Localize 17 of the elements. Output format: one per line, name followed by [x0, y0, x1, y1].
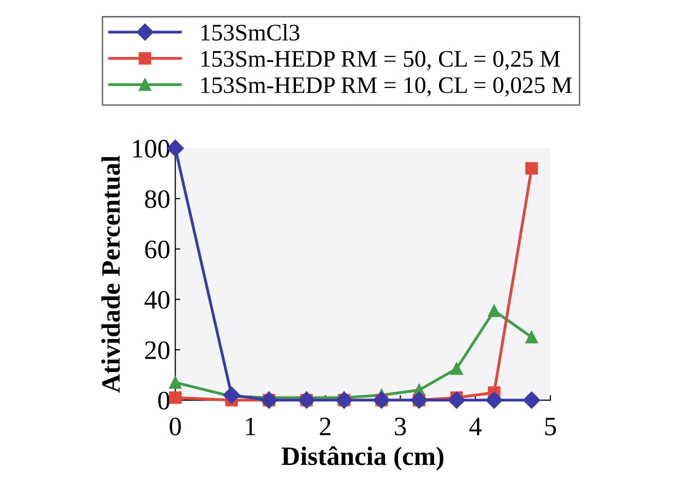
x-axis-title: Distância (cm)	[282, 446, 444, 471]
x-tick-label: 3	[395, 418, 406, 436]
y-tick-label: 80	[145, 190, 170, 208]
legend-label: 153SmCl3	[201, 24, 300, 41]
x-tick-label: 1	[246, 418, 256, 436]
y-tick-label: 0	[158, 392, 170, 410]
x-tick-label: 4	[469, 418, 482, 436]
y-tick-label: 100	[133, 140, 170, 158]
x-tick-label: 5	[545, 418, 556, 436]
x-tick-label: 2	[320, 418, 330, 436]
y-axis-title: Atividade Percentual	[101, 156, 120, 393]
y-tick-label: 40	[144, 290, 170, 309]
y-tick-label: 60	[145, 240, 170, 258]
y-tick-label: 20	[145, 341, 170, 360]
legend-label: 153Sm-HEDP RM = 10, CL = 0,025 M	[201, 77, 572, 97]
legend-label: 153Sm-HEDP RM = 50, CL = 0,25 M	[201, 50, 560, 70]
x-tick-label: 0	[170, 418, 181, 436]
